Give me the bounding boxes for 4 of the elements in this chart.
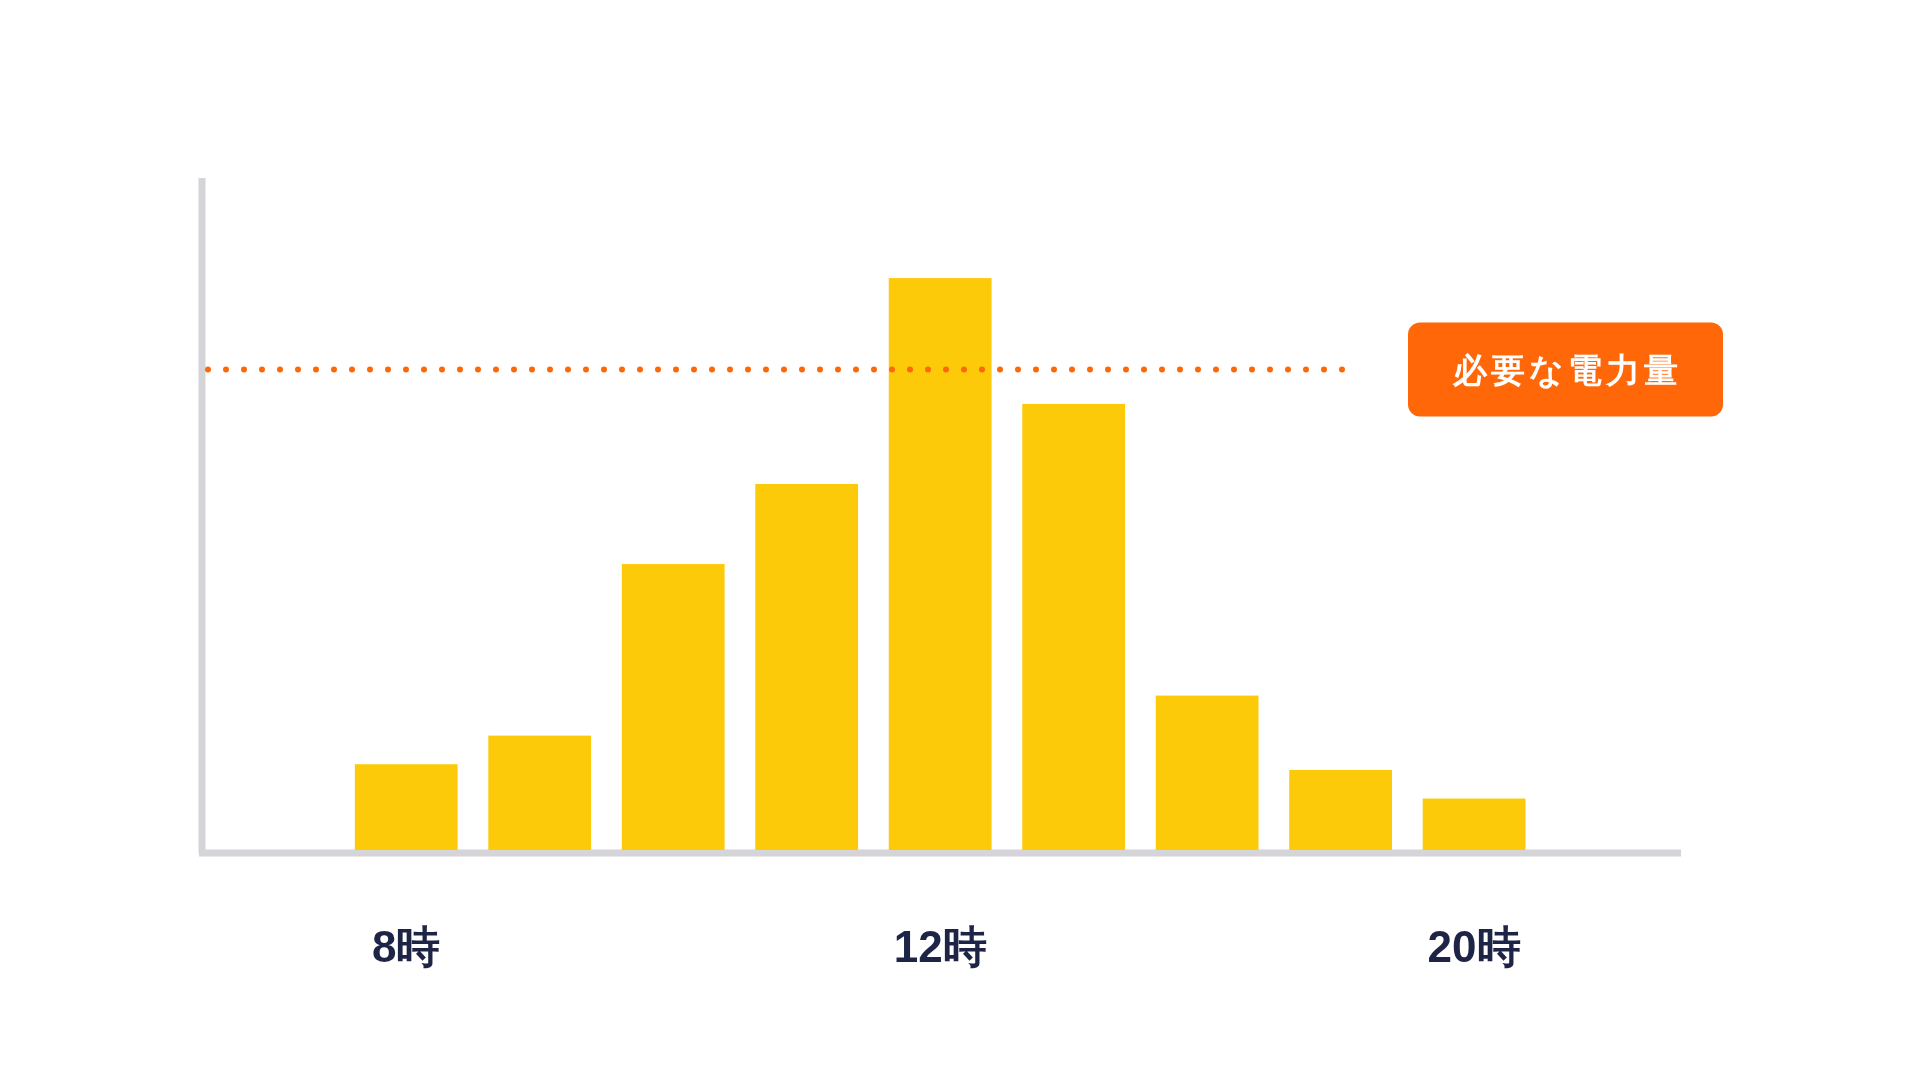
x-tick-label: 8時: [372, 922, 441, 971]
ref-line-label: 必要な電力量: [1453, 350, 1682, 389]
x-tick-label: 20時: [1427, 922, 1521, 971]
x-tick-label: 12時: [893, 922, 987, 971]
